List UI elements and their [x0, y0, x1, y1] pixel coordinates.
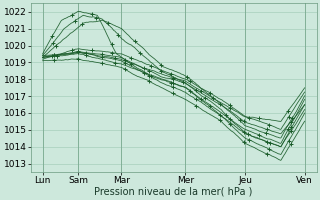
X-axis label: Pression niveau de la mer( hPa ): Pression niveau de la mer( hPa ): [94, 187, 253, 197]
